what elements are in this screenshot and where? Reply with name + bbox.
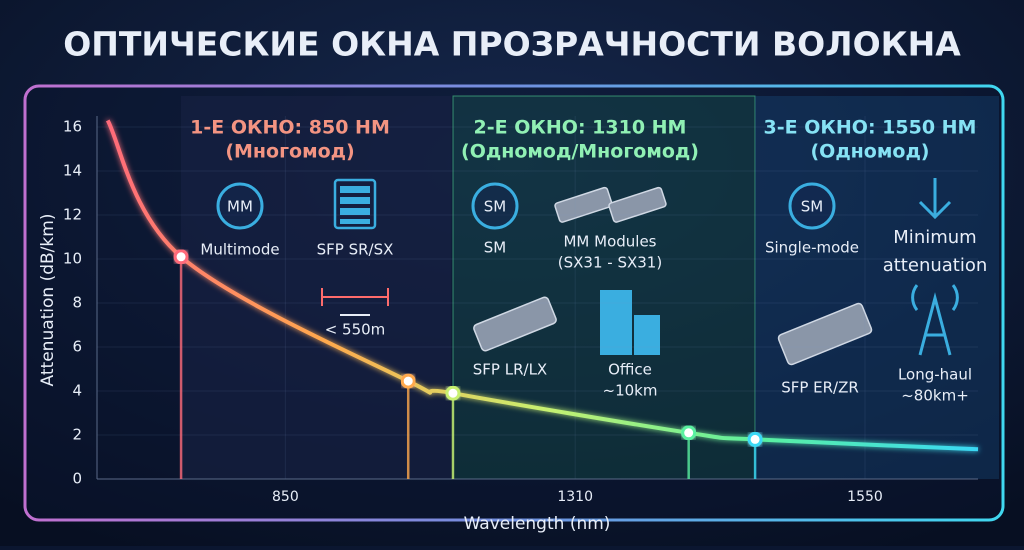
item-label: SFP LR/LX [473, 361, 547, 379]
point [400, 373, 416, 389]
y-tick-label: 12 [63, 206, 82, 224]
point [681, 425, 697, 441]
item-label: Office [608, 361, 652, 379]
point [445, 385, 461, 401]
sfp-icon [473, 296, 873, 366]
item-label: Long-haul [898, 366, 972, 384]
x-tick-label: 1550 [847, 489, 883, 505]
distance-icon [321, 288, 389, 316]
item-label: ~80km+ [901, 387, 969, 405]
building-icon [600, 290, 660, 355]
badge: MM [227, 198, 253, 216]
item-label: MM Modules [563, 233, 656, 251]
item-label: ~10km [603, 382, 658, 400]
y-tick-label: 8 [72, 294, 82, 312]
point [173, 249, 189, 265]
badge-circle [788, 182, 836, 230]
window-title: 3-Е ОКНО: 1550 НМ [764, 117, 977, 139]
y-axis-label: Attenuation (dB/km) [38, 214, 58, 387]
badge-circle [471, 182, 519, 230]
window-mode: (Одномод) [811, 141, 930, 163]
x-tick-label: 1310 [557, 489, 593, 505]
y-tick-label: 16 [63, 118, 82, 136]
window-title: 2-Е ОКНО: 1310 НМ [474, 117, 687, 139]
window-title: 1-Е ОКНО: 850 НМ [190, 117, 390, 139]
item-label: SFP ER/ZR [781, 379, 859, 397]
item-label: attenuation [883, 255, 988, 276]
x-axis-label: Wavelength (nm) [464, 514, 611, 534]
x-tick-label: 850 [272, 489, 299, 505]
badge-circle [216, 182, 264, 230]
item-label: Multimode [200, 241, 279, 259]
window-3-panel [755, 96, 999, 479]
point [747, 431, 763, 447]
y-tick-label: 2 [72, 426, 82, 444]
arrow-icon [918, 178, 952, 220]
item-label: < 550m [325, 321, 386, 339]
item-label: SM [484, 239, 506, 257]
y-tick-label: 14 [63, 162, 82, 180]
server-icon [333, 178, 377, 230]
window-mode: (Многомод) [225, 141, 354, 163]
item-label: Single-mode [765, 239, 859, 257]
window-2-panel [452, 95, 756, 480]
title: ОПТИЧЕСКИЕ ОКНА ПРОЗРАЧНОСТИ ВОЛОКНА [63, 25, 961, 64]
window-mode: (Одномод/Многомод) [461, 141, 699, 163]
y-tick-label: 0 [72, 470, 82, 488]
y-tick-label: 6 [72, 338, 82, 356]
item-label: SFP SR/SX [317, 241, 394, 259]
y-tick-label: 4 [72, 382, 82, 400]
item-label: (SX31 - SX31) [558, 254, 662, 272]
icons [321, 178, 959, 366]
item-label: Minimum [893, 227, 976, 248]
tower-icon [911, 284, 959, 356]
badge: SM [484, 198, 506, 216]
modules-icon [554, 186, 667, 223]
badge: SM [801, 198, 823, 216]
y-tick-label: 10 [63, 250, 82, 268]
